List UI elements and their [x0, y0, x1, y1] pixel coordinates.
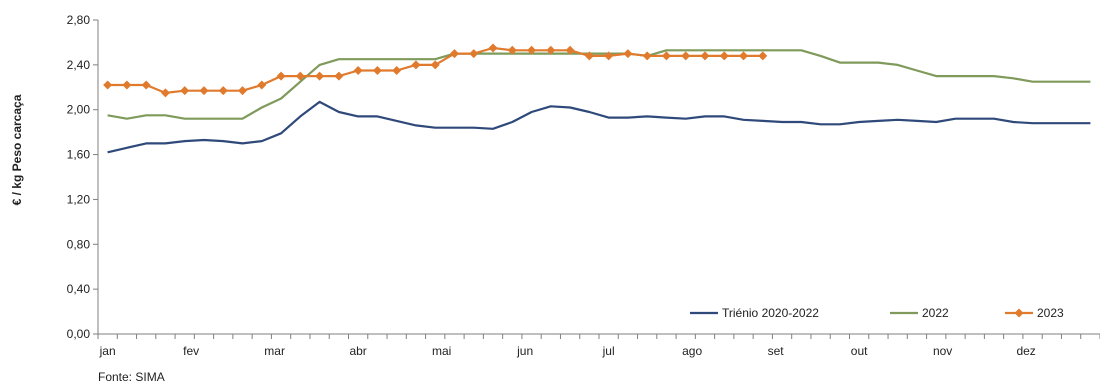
series-2023-marker	[141, 80, 151, 90]
series-2023-marker	[411, 60, 421, 70]
series-2-group	[103, 43, 768, 98]
series-2023-marker	[295, 71, 305, 81]
series-1-group	[107, 49, 1091, 120]
legend-label: 2023	[1037, 306, 1064, 320]
y-tick-label: 1,20	[67, 192, 91, 206]
series-2023-marker	[739, 51, 749, 61]
legend-item: Triénio 2020-2022	[690, 306, 819, 320]
series-2023-marker	[449, 49, 459, 59]
series-2023-marker	[257, 80, 267, 90]
y-axis-label: € / kg Peso carcaça	[10, 94, 24, 205]
series-2023-marker	[199, 86, 209, 96]
series-2023-marker	[315, 71, 325, 81]
series-2023-marker	[218, 86, 228, 96]
y-tick-label: 1,60	[67, 148, 91, 162]
series-1-line	[107, 49, 1091, 120]
series-2023-marker	[507, 45, 517, 55]
series-2023-marker	[103, 80, 113, 90]
x-month-label: set	[768, 344, 785, 358]
legend-marker	[1014, 308, 1024, 318]
series-2023-marker	[604, 51, 614, 61]
series-2023-marker	[334, 71, 344, 81]
x-month-label: jan	[99, 344, 116, 358]
series-2023-marker	[546, 45, 556, 55]
source-note: Fonte: SIMA	[98, 370, 165, 384]
x-month-label: ago	[682, 344, 702, 358]
legend-item: 2023	[1005, 306, 1064, 320]
series-2023-marker	[661, 51, 671, 61]
series-2023-marker	[565, 45, 575, 55]
series-2023-marker	[642, 51, 652, 61]
legend-label: 2022	[922, 306, 949, 320]
y-tick-label: 2,40	[67, 58, 91, 72]
legend-label: Triénio 2020-2022	[722, 306, 819, 320]
series-2023-marker	[681, 51, 691, 61]
series-2023-marker	[584, 51, 594, 61]
x-month-label: mar	[264, 344, 285, 358]
x-month-label: jul	[602, 344, 615, 358]
series-2023-marker	[719, 51, 729, 61]
series-0-group	[107, 100, 1091, 154]
series-2023-marker	[160, 88, 170, 98]
x-month-label: dez	[1016, 344, 1035, 358]
y-tick-label: 2,80	[67, 13, 91, 27]
legend-item: 2022	[890, 306, 949, 320]
series-2023-marker	[353, 65, 363, 75]
x-month-label: mai	[432, 344, 451, 358]
y-tick-label: 2,00	[67, 103, 91, 117]
x-month-label: jun	[516, 344, 533, 358]
legend: Triénio 2020-2022 2022 2023	[690, 306, 1064, 320]
series-2023-marker	[122, 80, 132, 90]
series-2023-marker	[238, 86, 248, 96]
series-2023-marker	[527, 45, 537, 55]
series-2023-marker	[488, 43, 498, 53]
series-0-line	[107, 100, 1091, 154]
x-month-label: abr	[349, 344, 366, 358]
x-month-label: out	[851, 344, 868, 358]
y-tick-label: 0,40	[67, 282, 91, 296]
series-2023-marker	[372, 65, 382, 75]
series-2023-marker	[758, 51, 768, 61]
y-axis: 0,00 0,40 0,80 1,20 1,60 2,00 2,40 2,80	[67, 13, 99, 341]
series-2023-marker	[392, 65, 402, 75]
x-axis: jan fev mar abr mai jun jul ago set out nov dez	[97, 333, 1100, 358]
series-layer	[103, 43, 1091, 154]
y-tick-label: 0,00	[67, 327, 91, 341]
series-2023-marker	[700, 51, 710, 61]
x-month-label: nov	[933, 344, 952, 358]
series-2023-marker	[180, 86, 190, 96]
series-2023-marker	[623, 49, 633, 59]
x-month-label: fev	[183, 344, 199, 358]
series-2023-marker	[276, 71, 286, 81]
series-2023-marker	[430, 60, 440, 70]
y-tick-label: 0,80	[67, 237, 91, 251]
series-2023-marker	[469, 49, 479, 59]
